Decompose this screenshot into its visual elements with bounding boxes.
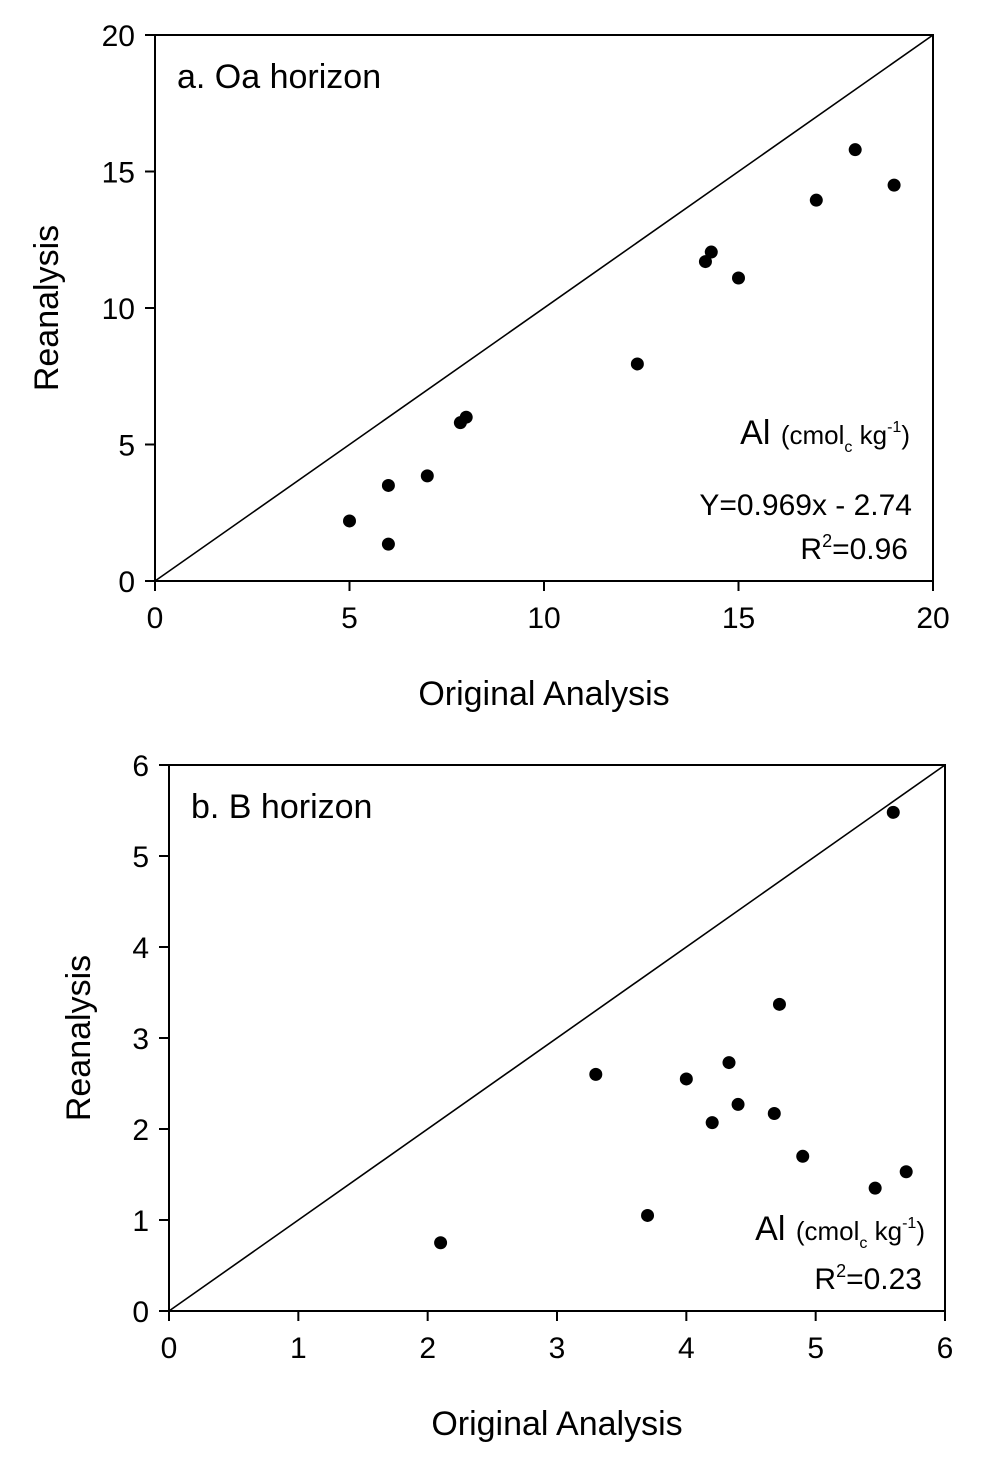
panel-a-data-point bbox=[698, 255, 712, 269]
panel-a-data-point bbox=[630, 357, 644, 371]
panel-b-title: b. B horizon bbox=[191, 788, 372, 826]
panel-b-data-point bbox=[886, 805, 900, 819]
panel-a-ticks: 0 5 10 15 20 0 5 10 15 20 bbox=[102, 20, 950, 635]
panel-b-unit-annotation: Al (cmolc kg-1) bbox=[755, 1210, 925, 1252]
panel-a-y-tick-label: 20 bbox=[102, 20, 135, 53]
panel-b-x-tick-label: 1 bbox=[290, 1332, 307, 1365]
panel-b-data-point bbox=[731, 1097, 745, 1111]
panel-a-data-point bbox=[381, 537, 395, 551]
panel-b-x-tick-label: 4 bbox=[678, 1332, 695, 1365]
panel-b-y-tick-label: 5 bbox=[132, 841, 149, 874]
panel-a-r-squared: R2=0.96 bbox=[800, 531, 908, 566]
panel-b-x-axis-label: Original Analysis bbox=[431, 1405, 682, 1443]
panel-b-data-point bbox=[722, 1056, 736, 1070]
panel-b-ticks: 0 1 2 3 4 5 6 0 1 2 3 4 5 6 bbox=[132, 750, 953, 1365]
panel-b-y-tick-label: 1 bbox=[132, 1205, 149, 1238]
panel-b-data-point bbox=[434, 1236, 448, 1250]
panel-b-y-tick-label: 2 bbox=[132, 1114, 149, 1147]
panel-a-data-point bbox=[809, 193, 823, 207]
panel-a-y-tick-label: 15 bbox=[102, 157, 135, 190]
panel-a-data-point bbox=[420, 469, 434, 483]
panel-a-data-point bbox=[343, 514, 356, 528]
panel-a-x-tick-label: 0 bbox=[147, 602, 164, 635]
panel-b-y-tick-label: 0 bbox=[132, 1296, 149, 1329]
panel-b-data-point bbox=[899, 1165, 913, 1179]
panel-b-points bbox=[434, 805, 913, 1250]
panel-b-x-tick-label: 2 bbox=[419, 1332, 436, 1365]
panel-b-y-tick-label: 4 bbox=[132, 932, 149, 965]
panel-b-data-point bbox=[705, 1116, 719, 1130]
panel-a-y-tick-label: 10 bbox=[102, 293, 135, 326]
panel-b-y-tick-label: 3 bbox=[132, 1023, 149, 1056]
panel-b-r-squared: R2=0.23 bbox=[814, 1261, 922, 1296]
panel-b-x-tick-label: 3 bbox=[549, 1332, 566, 1365]
panel-b-data-point bbox=[868, 1181, 882, 1195]
panel-a-x-tick-label: 15 bbox=[722, 602, 755, 635]
panel-a-element-label: Al bbox=[740, 414, 770, 452]
panel-a-oa-horizon: 0 5 10 15 20 0 5 10 15 20 a. Oa horizon Original … bbox=[28, 20, 950, 713]
panel-b-b-horizon: 0 1 2 3 4 5 6 0 1 2 3 4 5 6 b. B horizon Original Ana… bbox=[60, 750, 953, 1443]
panel-b-data-point bbox=[589, 1067, 603, 1081]
panel-a-regression-equation: Y=0.969x - 2.74 bbox=[699, 489, 912, 522]
panel-b-data-point bbox=[796, 1149, 810, 1163]
panel-a-x-axis-label: Original Analysis bbox=[418, 675, 669, 713]
panel-a-x-tick-label: 20 bbox=[916, 602, 949, 635]
panel-a-points bbox=[343, 143, 901, 551]
panel-b-x-tick-label: 6 bbox=[937, 1332, 954, 1365]
panel-a-x-tick-label: 5 bbox=[341, 602, 358, 635]
panel-a-data-point bbox=[848, 143, 862, 157]
panel-a-data-point bbox=[887, 178, 901, 192]
panel-b-data-point bbox=[641, 1208, 655, 1222]
panel-b-data-point bbox=[679, 1072, 693, 1086]
panel-a-x-tick-label: 10 bbox=[527, 602, 560, 635]
panel-a-data-point bbox=[704, 245, 718, 259]
panel-b-x-tick-label: 0 bbox=[161, 1332, 178, 1365]
panel-b-y-axis-label: Reanalysis bbox=[60, 955, 98, 1121]
panel-a-y-tick-label: 5 bbox=[118, 430, 135, 463]
panel-a-one-to-one-line bbox=[154, 34, 934, 582]
panel-b-y-tick-label: 6 bbox=[132, 750, 149, 783]
panel-a-data-point bbox=[732, 271, 745, 285]
panel-a-data-point bbox=[459, 410, 473, 424]
panel-a-y-tick-label: 0 bbox=[118, 566, 135, 599]
panel-b-one-to-one-line bbox=[168, 764, 946, 1312]
panel-a-title: a. Oa horizon bbox=[177, 58, 381, 96]
panel-a-data-point bbox=[381, 478, 395, 492]
panel-a-unit-annotation: Al (cmolc kg-1) bbox=[740, 414, 910, 456]
panel-b-x-tick-label: 5 bbox=[807, 1332, 824, 1365]
panel-b-element-label: Al bbox=[755, 1210, 785, 1248]
panel-b-data-point bbox=[767, 1107, 781, 1121]
panel-a-y-axis-label: Reanalysis bbox=[28, 225, 66, 391]
panel-b-data-point bbox=[772, 997, 786, 1011]
